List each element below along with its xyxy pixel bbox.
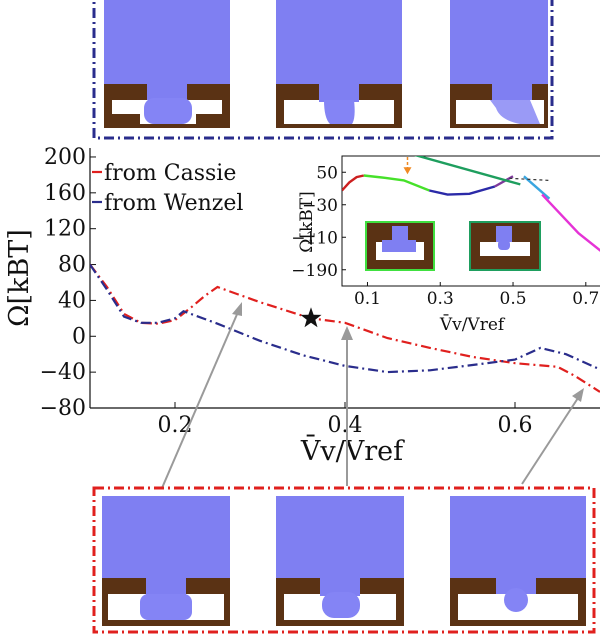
- top-panel-frame: [92, 0, 554, 140]
- bottom-snapshot-2: [276, 496, 404, 626]
- connector-arrows: [161, 302, 584, 489]
- main-chart: 0.2 0.4 0.6 200 160 120 80 40 0 −40 −80 Ω[kBT] V̄v…: [4, 145, 600, 467]
- inset-y-tick-label: −30: [302, 196, 338, 216]
- top-snapshot-3: [450, 0, 548, 128]
- bottom-panel-frame: [92, 486, 596, 634]
- inset-series-line: [363, 174, 430, 192]
- inset-x-axis-label: V̄v/Vref: [439, 313, 506, 335]
- arrow-1-head: [232, 302, 242, 316]
- star-marker: [300, 307, 322, 328]
- bottom-snapshot-3: [450, 496, 586, 626]
- y-tick-label: 0: [72, 324, 86, 349]
- main-ticks: 0.2 0.4 0.6 200 160 120 80 40 0 −40 −80: [40, 145, 533, 438]
- x-tick-label: 0.2: [158, 413, 193, 438]
- inset-series-line: [342, 174, 365, 192]
- inset-arrow-head: [403, 167, 412, 175]
- inset-y-tick-label: 50: [316, 163, 338, 183]
- main-series: [90, 263, 600, 393]
- arrow-2-head: [341, 326, 353, 340]
- inset-y-tick-label: −110: [291, 228, 338, 248]
- inset-series-line: [414, 156, 521, 186]
- y-tick-label: 120: [44, 217, 86, 242]
- y-tick-label: −80: [40, 396, 86, 421]
- top-snapshot-1: [104, 0, 230, 128]
- arrow-3: [521, 397, 579, 485]
- y-tick-label: 200: [44, 145, 86, 170]
- legend: from Cassie from Wenzel: [92, 161, 243, 216]
- inset-snapshot-wenzel: [469, 221, 541, 271]
- inset-series-line: [523, 175, 551, 200]
- bottom-snapshot-1: [102, 496, 230, 626]
- x-axis-label: V̄v/Vref: [300, 433, 405, 467]
- inset-x-tick-label: 0.5: [500, 289, 527, 309]
- top-snapshot-panel: [92, 0, 554, 140]
- top-snapshot-2: [276, 0, 402, 128]
- inset-chart: 0.1 0.3 0.5 0.7 50 −30 −110 −190 Ω[kBT] V̄v/Vre…: [291, 155, 600, 335]
- legend-label-cassie: from Cassie: [104, 161, 236, 186]
- y-axis-label: Ω[kBT]: [4, 229, 35, 327]
- inset-x-tick-label: 0.7: [572, 289, 599, 309]
- y-tick-label: 160: [44, 181, 86, 206]
- y-tick-label: 40: [58, 288, 86, 313]
- inset-series-line: [429, 185, 496, 196]
- y-tick-label: −40: [40, 360, 86, 385]
- arrow-3-head: [572, 388, 584, 402]
- x-tick-label: 0.4: [328, 413, 363, 438]
- legend-label-wenzel: from Wenzel: [104, 191, 243, 216]
- bottom-snapshot-panel: [92, 486, 596, 634]
- inset-y-axis-label: Ω[kBT]: [297, 191, 317, 253]
- inset-ticks: 0.1 0.3 0.5 0.7 50 −30 −110 −190: [291, 163, 599, 309]
- inset-snapshot-cassie: [365, 221, 435, 271]
- inset-x-tick-label: 0.1: [354, 289, 381, 309]
- inset-series: [342, 156, 600, 252]
- inset-series-line: [541, 193, 600, 252]
- inset-series-line: [509, 177, 550, 181]
- y-tick-label: 80: [58, 253, 86, 278]
- arrow-1: [161, 311, 239, 489]
- inset-y-tick-label: −190: [291, 261, 338, 281]
- inset-x-tick-label: 0.3: [427, 289, 454, 309]
- x-tick-label: 0.6: [498, 413, 533, 438]
